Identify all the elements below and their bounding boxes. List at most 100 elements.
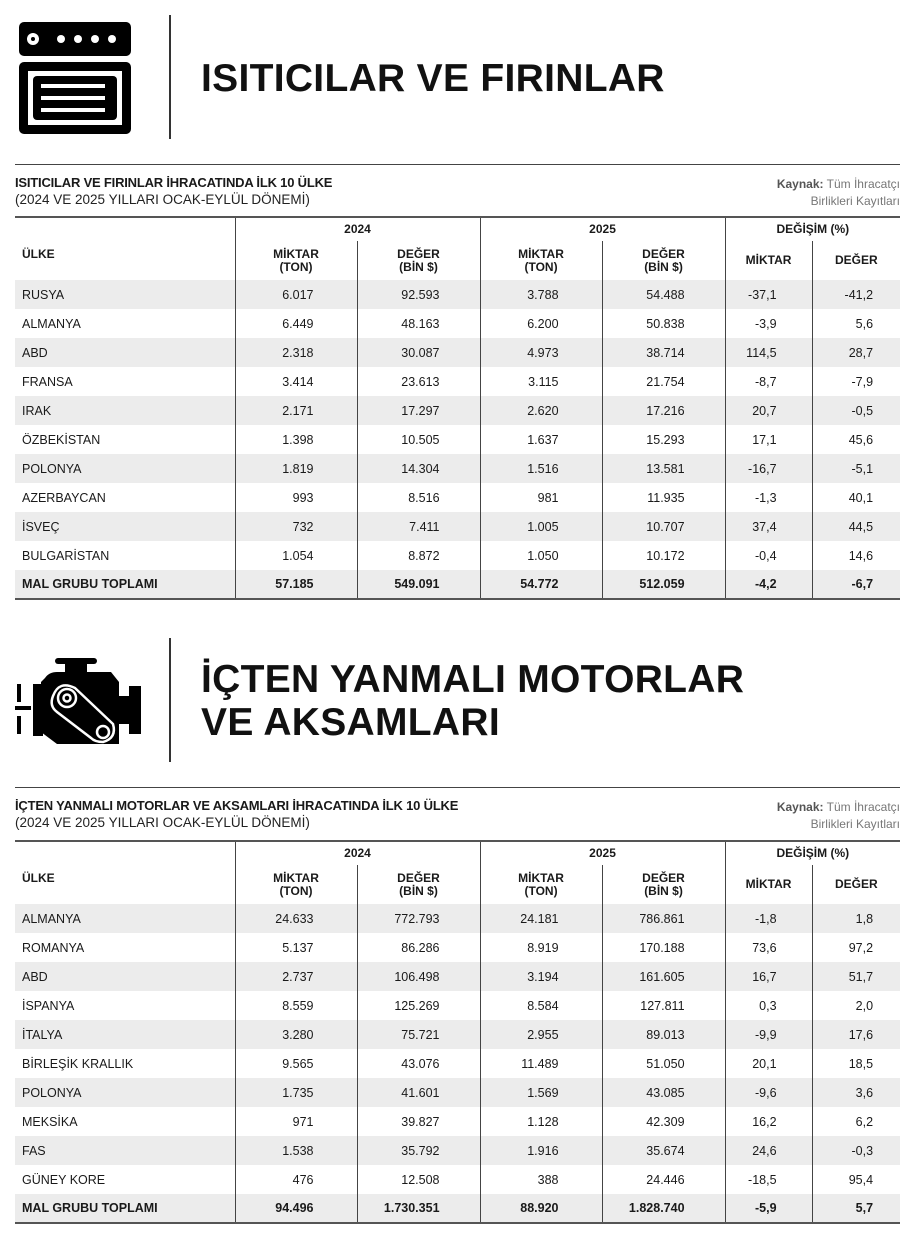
header-unit: (BİN $) (399, 259, 438, 274)
cell-2025-quantity: 24.181 (479, 904, 603, 933)
total-row: MAL GRUBU TOPLAMI 94.496 1.730.351 88.920 1.… (15, 1194, 901, 1223)
header-unit: (BİN $) (644, 259, 683, 274)
cell-2025-quantity: 388 (479, 1165, 603, 1194)
data-table: ÜLKE 2024 2025 DEĞİŞİM (%) MİKTAR (TON) DEĞER(… (15, 840, 901, 1224)
cell-2024-quantity: 2.171 (234, 396, 357, 425)
cell-change-value: -41,2 (811, 280, 901, 309)
cell-change-quantity: 20,7 (724, 396, 813, 425)
table-row: BİRLEŞİK KRALLIK 9.565 43.076 11.489 51.050 2… (15, 1049, 901, 1078)
cell-change-quantity: 114,5 (724, 338, 813, 367)
cell-change-quantity: -4,2 (724, 570, 813, 599)
cell-2024-quantity: 476 (234, 1165, 357, 1194)
table-title: İÇTEN YANMALI MOTORLAR VE AKSAMLARI İHRA… (15, 798, 459, 813)
cell-2024-value: 86.286 (356, 933, 481, 962)
header-2025-quantity: MİKTAR (TON) (479, 865, 603, 904)
cell-2025-value: 50.838 (601, 309, 726, 338)
header-2024: 2024 (234, 217, 481, 241)
table-row: BULGARİSTAN 1.054 8.872 1.050 10.172 -0,4 14,6 (15, 541, 901, 570)
table-row: POLONYA 1.819 14.304 1.516 13.581 -16,7 -5,1 (15, 454, 901, 483)
cell-country: İSPANYA (22, 998, 75, 1013)
cell-country: RUSYA (22, 287, 65, 302)
cell-change-quantity: -1,3 (724, 483, 813, 512)
cell-2025-value: 38.714 (601, 338, 726, 367)
header-2025-quantity: MİKTAR (TON) (479, 241, 603, 280)
cell-change-value: 95,4 (811, 1165, 901, 1194)
cell-change-value: 5,7 (811, 1194, 901, 1223)
cell-2024-quantity: 993 (234, 483, 357, 512)
header-unit: (TON) (279, 883, 313, 898)
cell-2025-value: 21.754 (601, 367, 726, 396)
source-line: Birlikleri Kayıtları (810, 194, 900, 208)
cell-2024-value: 7.411 (356, 512, 481, 541)
engine-icon (15, 658, 143, 753)
cell-change-value: 28,7 (811, 338, 901, 367)
cell-2025-quantity: 1.005 (479, 512, 603, 541)
cell-2025-quantity: 2.955 (479, 1020, 603, 1049)
cell-2024-value: 772.793 (356, 904, 481, 933)
cell-2025-value: 1.828.740 (601, 1194, 726, 1223)
cell-2024-value: 48.163 (356, 309, 481, 338)
table-row: ABD 2.737 106.498 3.194 161.605 16,7 51,7 (15, 962, 901, 991)
cell-change-value: 6,2 (811, 1107, 901, 1136)
header-2025: 2025 (479, 217, 726, 241)
cell-change-quantity: 0,3 (724, 991, 813, 1020)
cell-country: FAS (22, 1143, 46, 1158)
cell-change-value: 97,2 (811, 933, 901, 962)
cell-2024-value: 125.269 (356, 991, 481, 1020)
divider (169, 15, 171, 139)
table-subtitle: (2024 VE 2025 YILLARI OCAK-EYLÜL DÖNEMİ) (15, 815, 310, 830)
cell-2025-value: 51.050 (601, 1049, 726, 1078)
source-label: Kaynak: (776, 177, 824, 191)
cell-2025-value: 35.674 (601, 1136, 726, 1165)
header-country: ÜLKE (22, 246, 55, 261)
table-row: ALMANYA 24.633 772.793 24.181 786.861 -1,8 1,8 (15, 904, 901, 933)
cell-2024-quantity: 6.449 (234, 309, 357, 338)
cell-2025-quantity: 11.489 (479, 1049, 603, 1078)
cell-country: ALMANYA (22, 911, 81, 926)
cell-change-value: 45,6 (811, 425, 901, 454)
cell-2024-value: 92.593 (356, 280, 481, 309)
table-row: AZERBAYCAN 993 8.516 981 11.935 -1,3 40,1 (15, 483, 901, 512)
cell-country: BULGARİSTAN (22, 548, 110, 563)
cell-2024-value: 43.076 (356, 1049, 481, 1078)
cell-country: FRANSA (22, 374, 73, 389)
source-line: Birlikleri Kayıtları (810, 817, 900, 831)
cell-change-quantity: -9,9 (724, 1020, 813, 1049)
header-change: DEĞİŞİM (%) (724, 217, 901, 241)
header-change: DEĞİŞİM (%) (724, 841, 901, 865)
header-2024-value: DEĞER (BİN $) (356, 865, 481, 904)
cell-2025-value: 54.488 (601, 280, 726, 309)
cell-2024-quantity: 971 (234, 1107, 357, 1136)
cell-2024-value: 12.508 (356, 1165, 481, 1194)
cell-2025-value: 24.446 (601, 1165, 726, 1194)
header-change-quantity: MİKTAR (724, 865, 813, 904)
cell-2025-quantity: 2.620 (479, 396, 603, 425)
cell-2024-value: 1.730.351 (356, 1194, 481, 1223)
cell-2025-quantity: 1.050 (479, 541, 603, 570)
table-row: MEKSİKA 971 39.827 1.128 42.309 16,2 6,2 (15, 1107, 901, 1136)
header-unit: (TON) (279, 259, 313, 274)
cell-change-quantity: -3,9 (724, 309, 813, 338)
cell-2024-quantity: 5.137 (234, 933, 357, 962)
cell-2025-value: 786.861 (601, 904, 726, 933)
cell-2025-quantity: 981 (479, 483, 603, 512)
title-line: İÇTEN YANMALI MOTORLAR (201, 658, 745, 701)
cell-change-value: 17,6 (811, 1020, 901, 1049)
header-2025-value: DEĞER (BİN $) (601, 241, 726, 280)
cell-2024-quantity: 3.280 (234, 1020, 357, 1049)
cell-change-quantity: -8,7 (724, 367, 813, 396)
cell-change-quantity: 17,1 (724, 425, 813, 454)
cell-country: İSVEÇ (22, 519, 60, 534)
cell-2024-value: 41.601 (356, 1078, 481, 1107)
cell-2025-value: 17.216 (601, 396, 726, 425)
cell-change-value: -5,1 (811, 454, 901, 483)
cell-2024-quantity: 57.185 (234, 570, 357, 599)
source-label: Kaynak: (776, 800, 824, 814)
cell-2025-quantity: 3.194 (479, 962, 603, 991)
cell-change-value: 18,5 (811, 1049, 901, 1078)
cell-2025-quantity: 1.916 (479, 1136, 603, 1165)
cell-change-quantity: 16,7 (724, 962, 813, 991)
cell-change-value: 5,6 (811, 309, 901, 338)
cell-2025-quantity: 1.637 (479, 425, 603, 454)
cell-country: BİRLEŞİK KRALLIK (22, 1056, 134, 1071)
